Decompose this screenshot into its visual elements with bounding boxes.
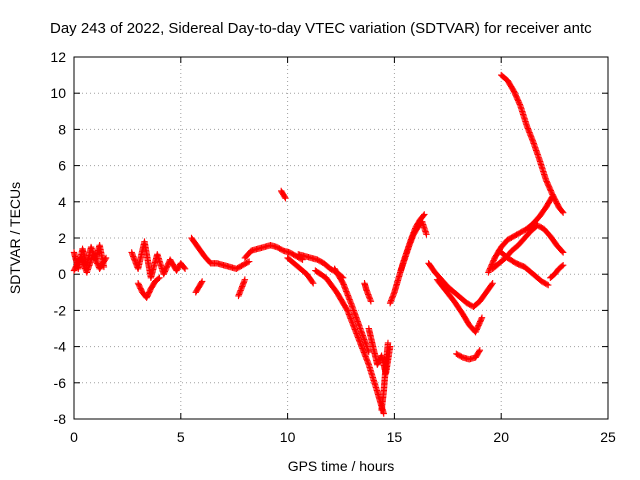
y-tick-label: 4 [58, 194, 66, 210]
data-point [198, 279, 205, 286]
data-point [310, 280, 317, 287]
data-point [181, 264, 188, 271]
data-point [421, 211, 428, 218]
x-tick-label: 15 [387, 429, 403, 445]
chart-title: Day 243 of 2022, Sidereal Day-to-day VTE… [50, 20, 592, 37]
data-point [488, 281, 496, 288]
data-point [241, 276, 249, 283]
data-point [384, 339, 392, 347]
data-point [102, 254, 110, 262]
data-point [365, 348, 372, 356]
y-tick-label: 2 [58, 230, 66, 246]
data-point [478, 315, 485, 323]
data-point [559, 248, 566, 255]
data-point [102, 255, 109, 263]
data-point [367, 298, 375, 305]
data-point [380, 410, 387, 417]
x-tick-label: 25 [600, 429, 616, 445]
data-point [478, 314, 486, 321]
data-point [559, 208, 566, 215]
x-tick-label: 0 [70, 429, 78, 445]
data-point [181, 265, 189, 272]
data-point [244, 259, 252, 266]
axis-ticks: 0 5 10 15 20 25 -8 -6 -4 -2 0 2 4 6 8 10 12 [50, 49, 616, 445]
y-tick-label: 10 [50, 85, 66, 101]
y-tick-label: 0 [58, 266, 66, 282]
data-point [155, 275, 162, 282]
data-point [423, 231, 430, 238]
y-tick-label: -6 [54, 375, 67, 391]
data-points [70, 71, 567, 417]
data-point [516, 101, 524, 108]
x-tick-label: 5 [177, 429, 185, 445]
data-point [544, 281, 552, 289]
data-point [476, 347, 484, 354]
data-point [543, 281, 551, 288]
data-point [559, 249, 567, 256]
data-point [156, 274, 163, 282]
y-tick-label: 6 [58, 158, 66, 174]
y-tick-label: 8 [58, 121, 66, 137]
data-point [198, 278, 206, 285]
data-point [559, 209, 567, 216]
data-point [282, 194, 289, 202]
data-point [245, 258, 253, 265]
y-tick-label: -8 [54, 411, 67, 427]
data-point [559, 261, 567, 269]
x-axis-label: GPS time / hours [288, 458, 395, 474]
y-tick-label: -2 [54, 302, 67, 318]
data-point [489, 280, 496, 287]
y-tick-label: 12 [50, 49, 66, 65]
data-point [475, 348, 483, 355]
x-tick-label: 10 [280, 429, 296, 445]
data-point [309, 278, 316, 286]
data-point [420, 212, 427, 219]
y-tick-label: -4 [54, 339, 67, 355]
data-point [281, 193, 288, 201]
x-tick-label: 20 [493, 429, 509, 445]
data-point [558, 262, 566, 270]
y-axis-label: SDTVAR / TECUs [7, 182, 23, 294]
grid-lines [74, 57, 608, 419]
